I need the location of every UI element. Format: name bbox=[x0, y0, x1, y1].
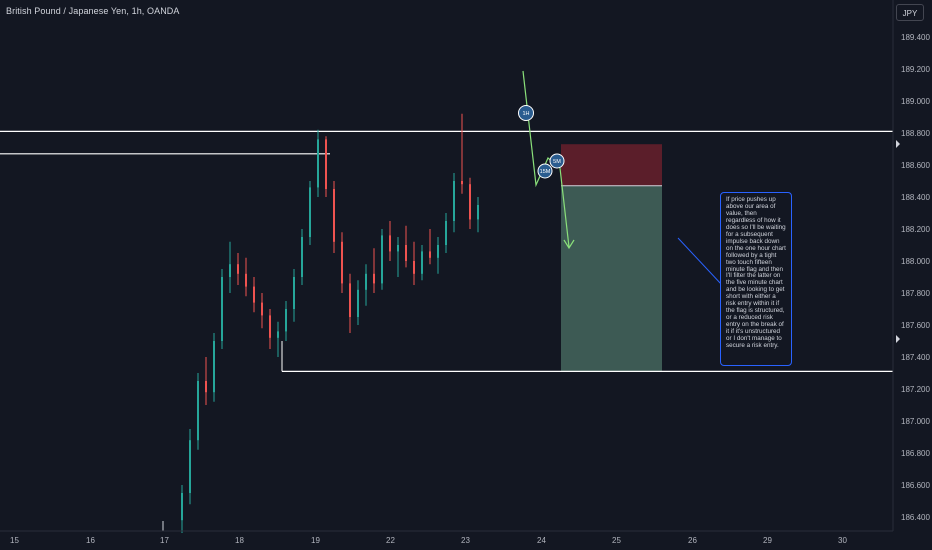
candle-body bbox=[405, 245, 407, 261]
time-tick-label: 30 bbox=[838, 536, 847, 545]
price-tick-label: 189.400 bbox=[901, 33, 930, 42]
price-tick-label: 187.600 bbox=[901, 321, 930, 330]
time-tick-label: 29 bbox=[763, 536, 772, 545]
candle-body bbox=[381, 235, 383, 284]
candle-body bbox=[437, 245, 439, 258]
candle-body bbox=[285, 309, 287, 332]
candle-body bbox=[277, 331, 279, 338]
time-tick-label: 26 bbox=[688, 536, 697, 545]
candle-body bbox=[221, 277, 223, 341]
price-marker-arrow-icon bbox=[896, 335, 900, 343]
time-tick-label: 15 bbox=[10, 536, 19, 545]
time-tick-label: 24 bbox=[537, 536, 546, 545]
timeframe-marker[interactable] bbox=[549, 153, 565, 169]
price-tick-label: 188.400 bbox=[901, 193, 930, 202]
timeframe-marker-label: 1H bbox=[522, 111, 529, 117]
candle-body bbox=[309, 187, 311, 237]
timeframe-marker[interactable] bbox=[537, 163, 553, 179]
candle-body bbox=[237, 264, 239, 274]
time-tick-label: 19 bbox=[311, 536, 320, 545]
candle-body bbox=[261, 302, 263, 316]
currency-button[interactable]: JPY bbox=[896, 4, 924, 21]
candle-body bbox=[397, 245, 399, 252]
arrow-head-icon bbox=[563, 239, 575, 250]
candle-body bbox=[429, 251, 431, 258]
time-axis[interactable]: 15 16 17 18 19 22 23 24 25 26 29 30 bbox=[10, 536, 847, 545]
candle-body bbox=[341, 241, 343, 284]
candle-body bbox=[317, 139, 319, 188]
price-tick-label: 188.200 bbox=[901, 225, 930, 234]
take-profit-zone bbox=[561, 185, 662, 372]
price-tick-label: 187.400 bbox=[901, 353, 930, 362]
candle-body bbox=[301, 237, 303, 277]
price-tick-label: 188.000 bbox=[901, 257, 930, 266]
candle-body bbox=[461, 181, 463, 185]
candle-body bbox=[205, 381, 207, 393]
price-tick-label: 188.800 bbox=[901, 129, 930, 138]
timeframe-marker-label: 5M bbox=[553, 159, 561, 165]
chart-title: British Pound / Japanese Yen, 1h, OANDA bbox=[6, 6, 180, 16]
candle-body bbox=[213, 341, 215, 393]
candle-body bbox=[445, 221, 447, 245]
projected-path-arrow bbox=[522, 70, 570, 248]
price-tick-label: 187.200 bbox=[901, 385, 930, 394]
price-tick-label: 188.600 bbox=[901, 161, 930, 170]
price-axis[interactable]: 189.400 189.200 189.000 188.800 188.600 188.4… bbox=[896, 33, 930, 522]
candle-body bbox=[421, 251, 423, 274]
price-tick-label: 187.800 bbox=[901, 289, 930, 298]
candle-body bbox=[293, 277, 295, 309]
candle-body bbox=[453, 181, 455, 221]
position-zones bbox=[561, 144, 662, 372]
timeframe-marker-label: 15M bbox=[540, 169, 551, 175]
candle-body bbox=[469, 184, 471, 220]
candle-body bbox=[357, 289, 359, 317]
candle-body bbox=[365, 273, 367, 290]
time-tick-label: 17 bbox=[160, 536, 169, 545]
price-marker-arrow-icon bbox=[896, 140, 900, 148]
candles bbox=[162, 113, 479, 533]
candle-body bbox=[197, 381, 199, 441]
price-tick-label: 186.600 bbox=[901, 481, 930, 490]
stop-loss-zone bbox=[561, 144, 662, 186]
candle-body bbox=[373, 273, 375, 284]
candle-body bbox=[325, 139, 327, 189]
time-tick-label: 22 bbox=[386, 536, 395, 545]
candle-body bbox=[389, 235, 391, 252]
price-tick-label: 186.400 bbox=[901, 513, 930, 522]
timeframe-marker[interactable] bbox=[518, 105, 534, 121]
price-tick-label: 189.000 bbox=[901, 97, 930, 106]
candle-body bbox=[253, 286, 255, 303]
price-levels bbox=[0, 130, 893, 372]
candle-body bbox=[245, 273, 247, 287]
price-tick-label: 187.000 bbox=[901, 417, 930, 426]
price-tick-label: 189.200 bbox=[901, 65, 930, 74]
time-tick-label: 23 bbox=[461, 536, 470, 545]
time-tick-label: 25 bbox=[612, 536, 621, 545]
candle-body bbox=[229, 264, 231, 277]
candle-body bbox=[181, 493, 183, 521]
note-connector-line bbox=[677, 237, 723, 286]
price-tick-label: 186.800 bbox=[901, 449, 930, 458]
candle-body bbox=[349, 283, 351, 317]
candle-body bbox=[333, 189, 335, 242]
candle-body bbox=[477, 205, 479, 220]
candle-body bbox=[269, 315, 271, 338]
candle-body bbox=[413, 261, 415, 274]
time-tick-label: 16 bbox=[86, 536, 95, 545]
candle-body bbox=[189, 440, 191, 493]
trade-plan-note[interactable]: If price pushes up above our area of val… bbox=[720, 192, 792, 366]
time-tick-label: 18 bbox=[235, 536, 244, 545]
